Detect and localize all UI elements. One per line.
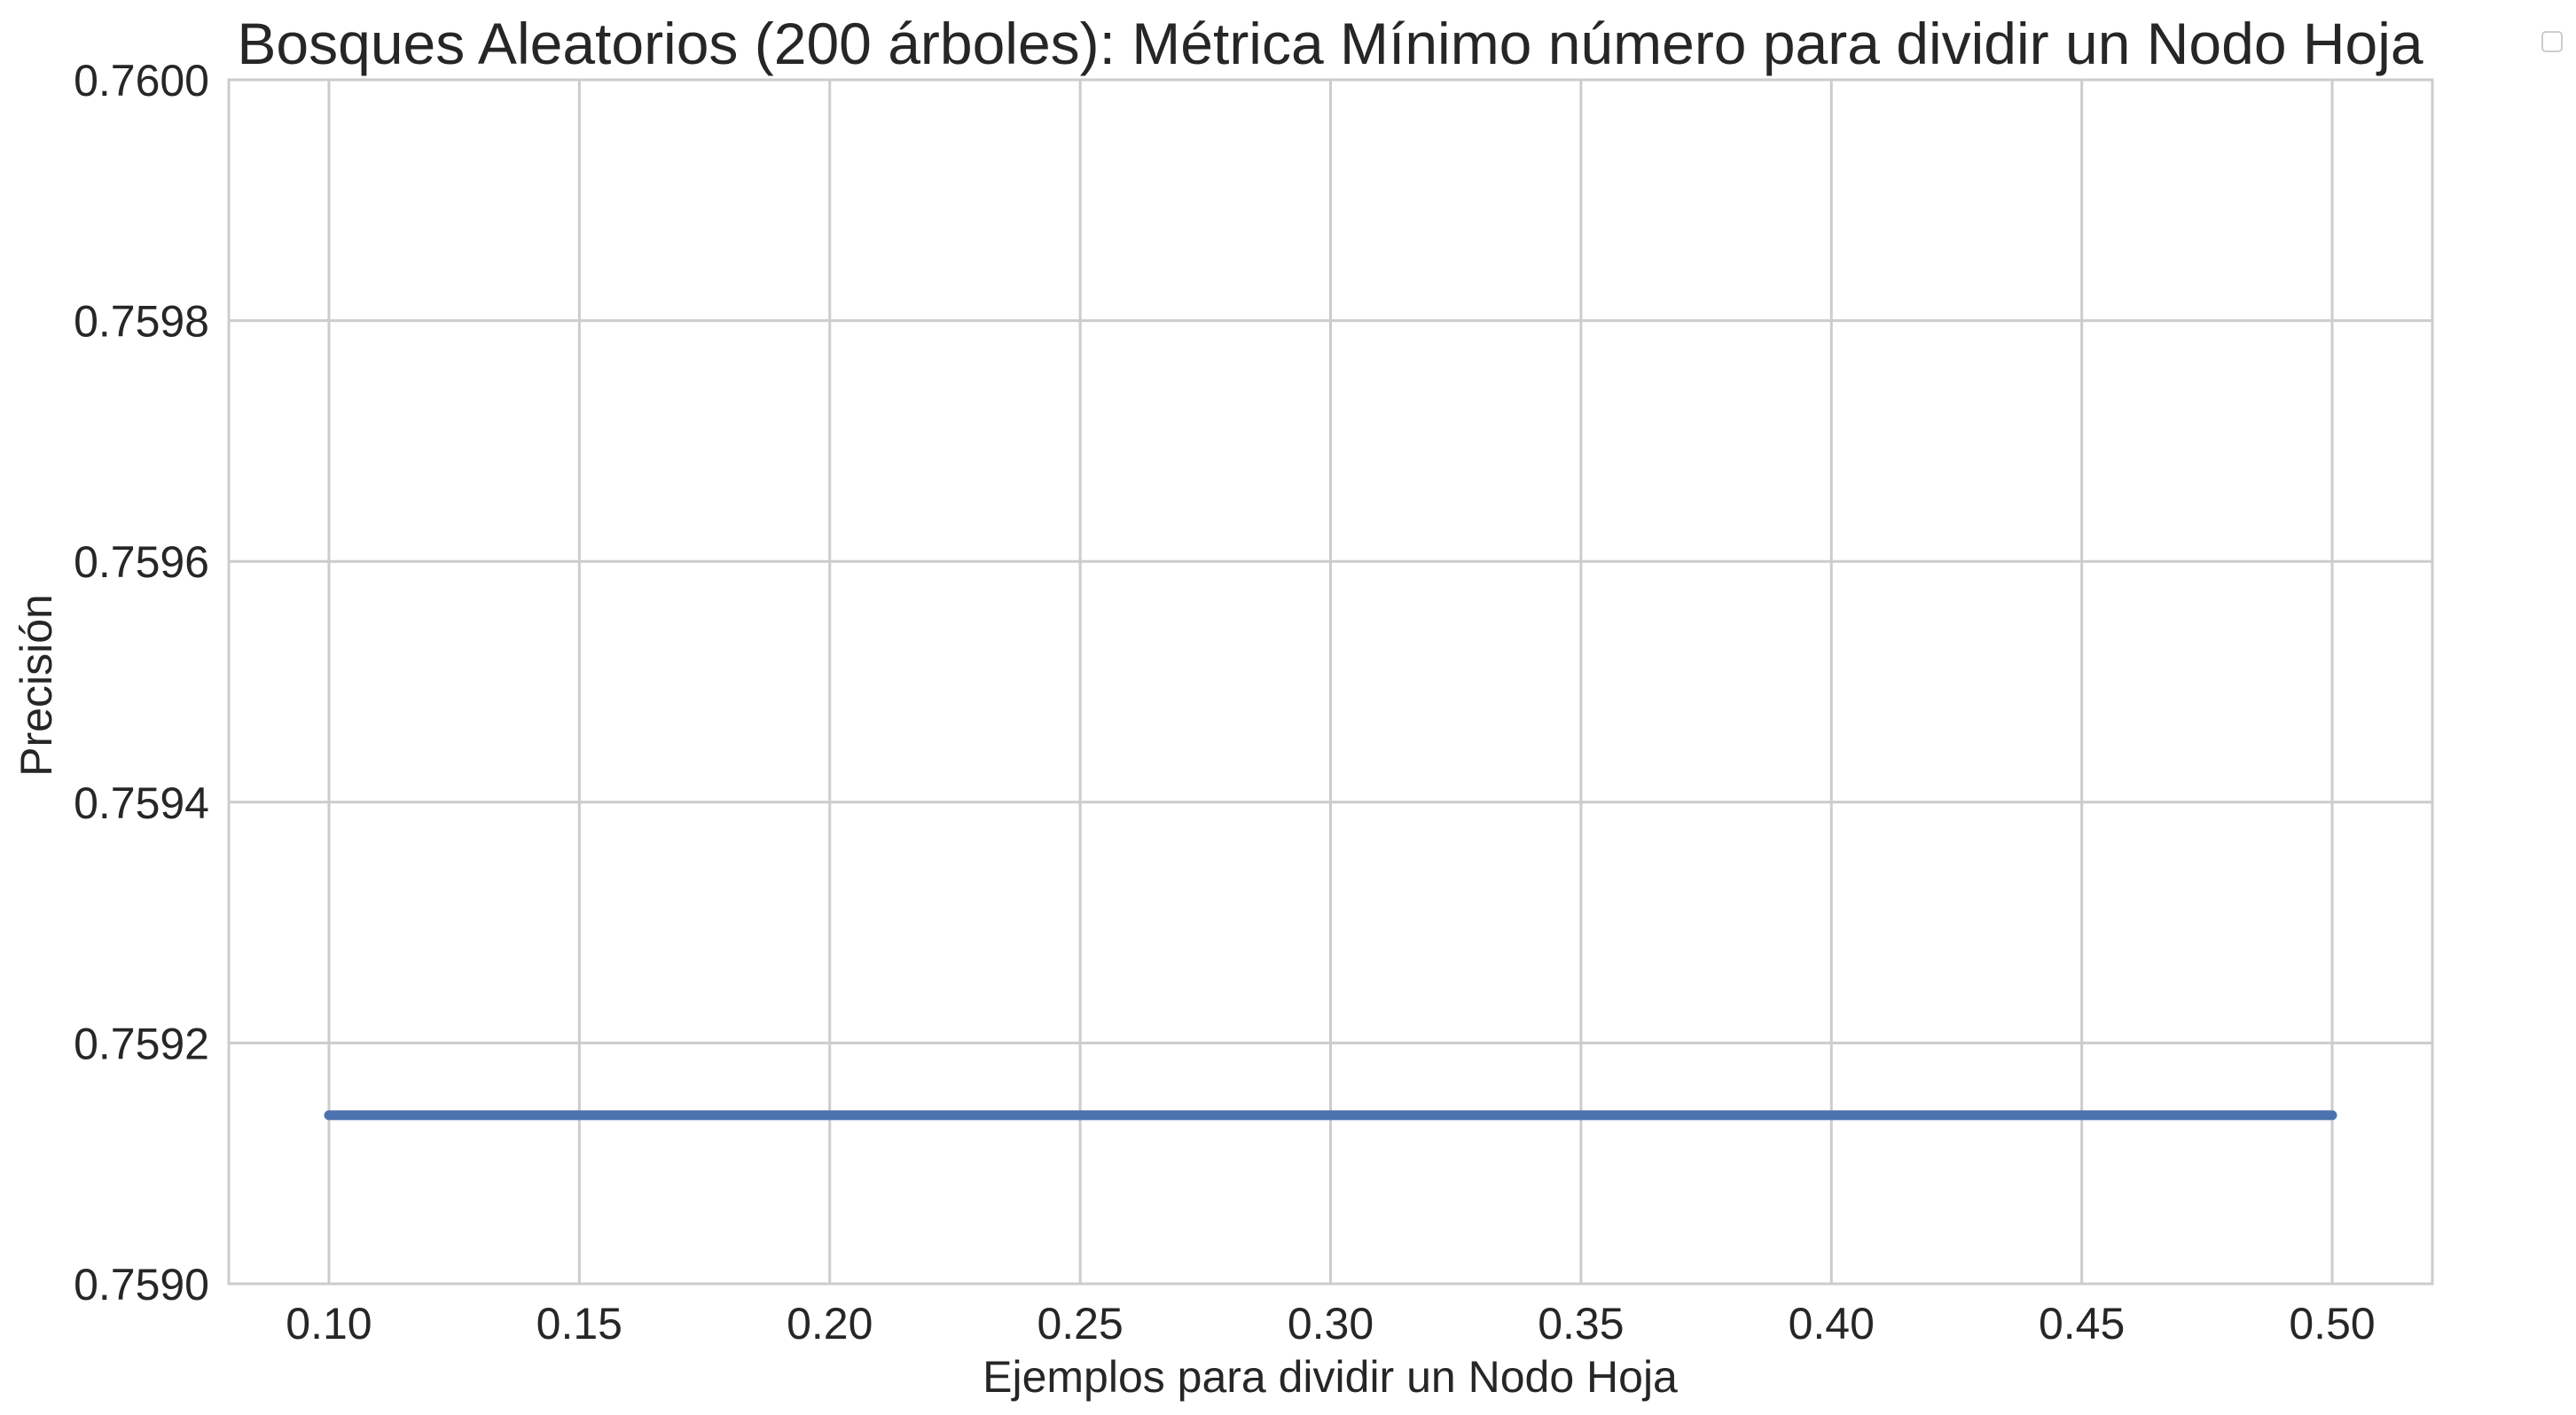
chart-title: Bosques Aleatorios (200 árboles): Métric… bbox=[237, 11, 2423, 76]
y-tick-label: 0.7598 bbox=[74, 297, 209, 347]
x-tick-label: 0.20 bbox=[787, 1299, 873, 1349]
x-tick-label: 0.25 bbox=[1037, 1299, 1123, 1349]
y-tick-label: 0.7600 bbox=[74, 56, 209, 106]
x-tick-label: 0.40 bbox=[1789, 1299, 1875, 1349]
grid bbox=[229, 78, 2432, 1286]
x-tick-label: 0.10 bbox=[286, 1299, 372, 1349]
axes-frame bbox=[227, 78, 2434, 1286]
y-tick-label: 0.7596 bbox=[74, 537, 209, 587]
x-tick-label: 0.50 bbox=[2289, 1299, 2375, 1349]
x-tick-label: 0.35 bbox=[1538, 1299, 1624, 1349]
y-tick-label: 0.7594 bbox=[74, 778, 209, 828]
y-tick-label: 0.7590 bbox=[74, 1260, 209, 1309]
x-tick-labels: 0.10 0.15 0.20 0.25 0.30 0.35 0.40 0.45 0.50 bbox=[286, 1299, 2375, 1349]
y-axis-label: Precisión bbox=[12, 594, 61, 777]
x-axis-label: Ejemplos para dividir un Nodo Hoja bbox=[983, 1352, 1678, 1402]
x-tick-label: 0.45 bbox=[2039, 1299, 2125, 1349]
x-tick-label: 0.15 bbox=[536, 1299, 622, 1349]
legend-box bbox=[2541, 31, 2563, 52]
y-tick-labels: 0.7590 0.7592 0.7594 0.7596 0.7598 0.7600 bbox=[74, 56, 209, 1309]
y-tick-label: 0.7592 bbox=[74, 1019, 209, 1068]
x-tick-label: 0.30 bbox=[1288, 1299, 1374, 1349]
